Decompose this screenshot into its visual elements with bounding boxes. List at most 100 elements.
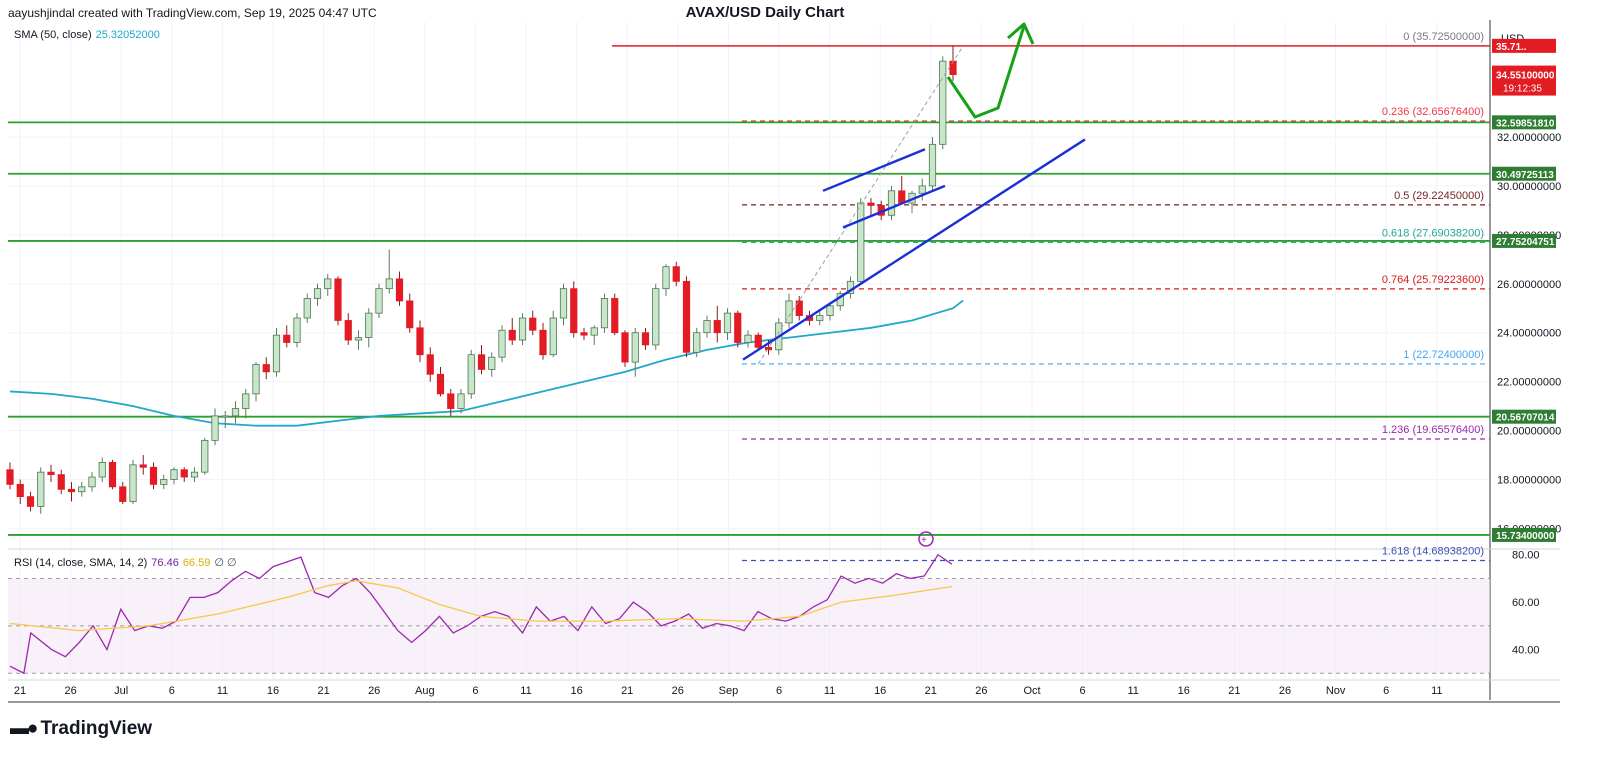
- candle-body[interactable]: [672, 266, 680, 282]
- candle-body[interactable]: [375, 288, 383, 314]
- candle-body[interactable]: [211, 415, 219, 441]
- candle-body[interactable]: [918, 185, 926, 194]
- candle-body[interactable]: [6, 469, 14, 485]
- candle-body[interactable]: [498, 329, 506, 358]
- candle-body[interactable]: [88, 476, 96, 488]
- candle-body[interactable]: [139, 464, 147, 468]
- candle-body[interactable]: [78, 486, 86, 493]
- candle-body[interactable]: [467, 354, 475, 395]
- candle-body[interactable]: [549, 317, 557, 356]
- resistance-price-tag: [1492, 38, 1556, 53]
- candle-body[interactable]: [928, 143, 937, 187]
- candle-body[interactable]: [272, 334, 281, 373]
- sma-legend[interactable]: SMA (50, close) 25.32052000: [14, 29, 160, 41]
- candle-body[interactable]: [488, 356, 496, 370]
- candle-body[interactable]: [262, 364, 270, 373]
- candle-body[interactable]: [37, 471, 45, 507]
- candle-body[interactable]: [426, 354, 434, 375]
- candle-body[interactable]: [539, 329, 547, 356]
- candle-body[interactable]: [518, 317, 527, 341]
- candle-body[interactable]: [816, 315, 824, 321]
- candle-body[interactable]: [723, 312, 732, 334]
- candle-body[interactable]: [252, 364, 260, 395]
- candle-body[interactable]: [293, 317, 301, 343]
- candle-body[interactable]: [590, 327, 598, 336]
- candle-body[interactable]: [898, 190, 906, 204]
- candle-body[interactable]: [703, 320, 711, 334]
- candle-body[interactable]: [570, 288, 578, 334]
- candle-body[interactable]: [621, 332, 629, 363]
- candle-body[interactable]: [160, 479, 168, 485]
- candle-body[interactable]: [57, 474, 65, 490]
- candle-body[interactable]: [457, 393, 465, 409]
- candle-body[interactable]: [641, 332, 650, 346]
- candle-body[interactable]: [395, 278, 404, 302]
- candle-body[interactable]: [744, 334, 752, 343]
- candle-body[interactable]: [67, 488, 76, 493]
- rsi-legend[interactable]: RSI (14, close, SMA, 14, 2) 76.46 66.59 ∅ ∅: [14, 556, 237, 569]
- candle-body[interactable]: [201, 439, 209, 473]
- candle-body[interactable]: [47, 471, 55, 476]
- candle-body[interactable]: [734, 312, 742, 343]
- candle-body[interactable]: [303, 298, 311, 319]
- candle-body[interactable]: [652, 288, 660, 346]
- candle-body[interactable]: [939, 60, 947, 145]
- candle-body[interactable]: [785, 300, 793, 324]
- candle-body[interactable]: [693, 332, 701, 353]
- candle-body[interactable]: [764, 346, 773, 351]
- time-tick-label: 11: [217, 685, 228, 697]
- candle-body[interactable]: [682, 280, 691, 353]
- candle-body[interactable]: [406, 300, 414, 329]
- candle-body[interactable]: [231, 408, 240, 417]
- candle-body[interactable]: [344, 320, 352, 341]
- candle-body[interactable]: [98, 461, 106, 478]
- candle-body[interactable]: [600, 298, 609, 329]
- candle-body[interactable]: [149, 466, 158, 485]
- candle-body[interactable]: [713, 320, 721, 334]
- candle-body[interactable]: [365, 312, 373, 339]
- candle-body[interactable]: [283, 334, 291, 343]
- candle-body[interactable]: [611, 298, 619, 334]
- candle-body[interactable]: [436, 373, 445, 395]
- price-tick-label: 22.00000000: [1497, 377, 1561, 389]
- candle-body[interactable]: [867, 202, 875, 206]
- candle-body[interactable]: [662, 266, 670, 290]
- price-tick-label: 30.00000000: [1497, 181, 1561, 193]
- tradingview-logo-icon: ▬●: [10, 718, 39, 739]
- candle-body[interactable]: [795, 300, 803, 316]
- candle-body[interactable]: [16, 483, 24, 498]
- candle-body[interactable]: [190, 471, 199, 478]
- candle-body[interactable]: [508, 329, 516, 341]
- candle-body[interactable]: [108, 461, 117, 488]
- candle-body[interactable]: [580, 332, 588, 336]
- candle-body[interactable]: [416, 327, 424, 356]
- candle-body[interactable]: [949, 60, 957, 75]
- candle-body[interactable]: [385, 278, 393, 290]
- candle-body[interactable]: [334, 278, 342, 321]
- candle-body[interactable]: [477, 354, 486, 370]
- candle-body[interactable]: [826, 305, 834, 316]
- fib-price: (35.72500000): [1412, 31, 1484, 43]
- candle-body[interactable]: [313, 288, 322, 299]
- candle-body[interactable]: [242, 393, 250, 409]
- tradingview-brand[interactable]: ▬● TradingView: [10, 718, 152, 740]
- candle-body[interactable]: [119, 486, 127, 502]
- divergence-marker-icon[interactable]: [918, 531, 934, 547]
- candle-body[interactable]: [754, 334, 762, 348]
- candle-body[interactable]: [857, 202, 865, 282]
- candle-body[interactable]: [887, 190, 896, 216]
- price-tick-label: 24.00000000: [1497, 328, 1561, 340]
- candle-body[interactable]: [170, 469, 178, 480]
- candle-body[interactable]: [26, 496, 35, 507]
- candle-body[interactable]: [129, 464, 137, 502]
- candle-body[interactable]: [221, 415, 229, 418]
- time-tick-label: 16: [874, 685, 886, 697]
- candle-body[interactable]: [324, 278, 332, 290]
- candle-body[interactable]: [180, 469, 188, 478]
- candle-body[interactable]: [447, 393, 455, 409]
- candle-body[interactable]: [559, 288, 568, 319]
- candle-body[interactable]: [354, 337, 363, 341]
- candle-body[interactable]: [631, 332, 639, 363]
- candle-body[interactable]: [529, 317, 537, 331]
